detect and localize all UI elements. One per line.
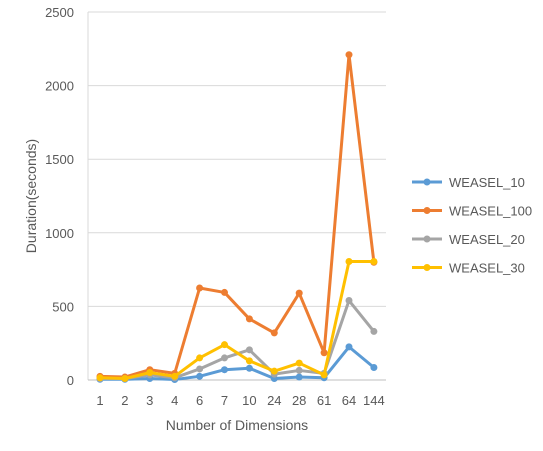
x-tick-label: 4	[171, 393, 178, 408]
data-point	[320, 371, 328, 379]
y-axis-title: Duration(seconds)	[23, 139, 39, 253]
data-point	[196, 365, 204, 373]
x-tick-label: 2	[121, 393, 128, 408]
data-point	[345, 297, 353, 305]
data-point	[245, 346, 253, 354]
data-point	[270, 329, 278, 337]
x-tick-label: 24	[267, 393, 281, 408]
series-line	[98, 260, 376, 381]
legend-marker	[423, 264, 431, 271]
series-line	[98, 345, 376, 382]
gridlines	[88, 11, 386, 307]
data-point	[345, 343, 353, 351]
legend-marker	[423, 235, 431, 243]
data-point	[320, 349, 328, 357]
legend: WEASEL_10 WEASEL_100 WEASEL_20 WEASEL_30	[412, 175, 532, 276]
data-point	[221, 341, 228, 349]
data-point	[245, 364, 253, 372]
x-tick-label: 1	[96, 393, 103, 408]
data-point	[196, 354, 204, 362]
data-point	[370, 327, 378, 335]
y-axis-tick-labels: 0 500 1000 1500 2000 2500	[45, 5, 74, 388]
data-point	[245, 315, 253, 323]
data-point	[221, 366, 228, 374]
data-point	[295, 359, 303, 367]
x-tick-label: 7	[221, 393, 228, 408]
y-tick-label: 2500	[45, 5, 74, 20]
data-point	[295, 373, 303, 381]
x-tick-label: 144	[363, 393, 385, 408]
data-point	[345, 258, 353, 266]
x-tick-label: 61	[317, 393, 331, 408]
series-weasel-100	[96, 51, 378, 381]
x-tick-label: 6	[196, 393, 203, 408]
x-axis-tick-labels: 1 2 3 4 6 7 10 24 28 61 64 144	[96, 393, 384, 408]
data-point	[96, 374, 104, 382]
legend-label: WEASEL_100	[449, 204, 532, 219]
data-point	[345, 51, 353, 59]
y-tick-label: 0	[67, 373, 74, 388]
legend-marker	[423, 178, 431, 186]
legend-item: WEASEL_30	[412, 261, 525, 276]
series-weasel-30	[96, 258, 378, 383]
data-point	[196, 372, 204, 380]
series-layer	[96, 51, 378, 384]
y-tick-label: 1500	[45, 152, 74, 167]
x-tick-label: 10	[242, 393, 256, 408]
legend-label: WEASEL_10	[449, 175, 525, 190]
data-point	[295, 289, 303, 297]
data-point	[196, 284, 204, 292]
data-point	[370, 363, 378, 371]
data-point	[270, 367, 278, 375]
legend-marker	[423, 207, 431, 214]
data-point	[146, 369, 154, 377]
legend-label: WEASEL_30	[449, 261, 525, 276]
data-point	[221, 288, 228, 296]
data-point	[171, 372, 179, 380]
legend-item: WEASEL_100	[412, 204, 532, 219]
data-point	[121, 375, 129, 383]
y-tick-label: 1000	[45, 226, 74, 241]
legend-item: WEASEL_10	[412, 175, 525, 190]
legend-item: WEASEL_20	[412, 232, 525, 247]
x-tick-label: 28	[292, 393, 306, 408]
data-point	[370, 258, 378, 266]
data-point	[245, 357, 253, 365]
data-point	[221, 354, 228, 362]
x-tick-label: 64	[342, 393, 356, 408]
data-point	[295, 366, 303, 374]
y-tick-label: 500	[52, 299, 74, 314]
y-tick-label: 2000	[45, 79, 74, 94]
legend-label: WEASEL_20	[449, 232, 525, 247]
x-tick-label: 3	[146, 393, 153, 408]
x-axis-title: Number of Dimensions	[166, 417, 308, 433]
series-line	[98, 53, 376, 379]
